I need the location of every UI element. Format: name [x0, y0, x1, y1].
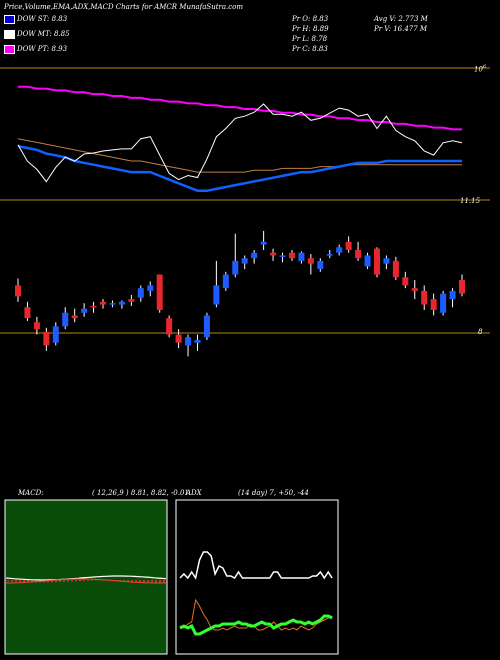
candle-panel [0, 230, 490, 357]
candle-down [307, 258, 314, 264]
legend-swatch-mt [4, 30, 15, 39]
candle-down [71, 315, 78, 319]
legend-swatch-st [4, 15, 15, 24]
candle-down [15, 285, 21, 297]
macd-label: MACD: [18, 489, 44, 497]
candle-up [147, 285, 154, 291]
stat-open: Pr O: 8.83 [292, 15, 329, 23]
candle-down [100, 301, 107, 305]
candle-right-label: 8 [478, 328, 483, 336]
candle-down [355, 250, 362, 259]
candle-down [373, 248, 380, 275]
ema-long-line [18, 85, 462, 131]
legend-label-pt: DOW PT: 8.93 [17, 45, 68, 53]
candle-up [364, 255, 371, 267]
candle-up [222, 274, 229, 289]
page-title: Price,Volume,EMA,ADX,MACD Charts for AMC… [4, 3, 244, 11]
candle-down [175, 334, 182, 343]
candle-up [137, 288, 144, 298]
candle-up [52, 326, 59, 343]
candle-down [345, 241, 352, 250]
candle-up [185, 337, 192, 346]
adx-label: ADX [186, 489, 202, 497]
candle-up [118, 301, 125, 305]
adx-line [179, 551, 333, 580]
macd-line [5, 575, 167, 581]
adx-params: (14 day) 7, +50, -44 [238, 489, 309, 497]
ema-short-line [17, 144, 462, 192]
candle-down [33, 322, 40, 330]
candle-down [411, 288, 418, 291]
candle-up [298, 252, 305, 261]
macd-params: ( 12,26,9 ) 8.81, 8.82, -0.01 [92, 489, 189, 497]
candle-up [232, 260, 239, 275]
adx-minus-di-line [179, 598, 333, 631]
candle-up [241, 258, 248, 264]
candle-up [449, 290, 456, 300]
candle-down [90, 305, 97, 308]
candle-up [260, 241, 267, 245]
candle-down [392, 260, 399, 278]
adx-frame [175, 499, 339, 655]
candle-down [430, 299, 437, 310]
macd-panel [4, 499, 168, 655]
candle-down [270, 252, 277, 256]
candle-down [43, 331, 50, 346]
macd-signal-line [6, 578, 167, 584]
stat-close: Pr C: 8.83 [292, 45, 328, 53]
candle-up [326, 254, 333, 256]
stat-volume: Pr V: 16.477 M [374, 25, 428, 33]
candle-up [213, 285, 220, 305]
price-close-line [17, 103, 463, 183]
candle-up [62, 312, 69, 327]
ema-panel [0, 67, 490, 201]
candle-up [317, 260, 324, 270]
adx-plus-di-line [179, 614, 333, 636]
ema-mid-line [17, 138, 462, 173]
candle-up [440, 293, 447, 313]
legend-label-mt: DOW MT: 8.85 [17, 30, 70, 38]
stat-high: Pr H: 8.89 [292, 25, 329, 33]
candle-up [251, 252, 258, 259]
ema-scale-label: 106 [474, 64, 487, 74]
candle-up [81, 308, 88, 313]
candle-down [166, 318, 173, 335]
candle-up [383, 258, 390, 264]
legend-swatch-pt [4, 45, 15, 54]
candle-up [279, 255, 286, 257]
adx-panel [175, 499, 339, 655]
candle-down [128, 299, 135, 302]
candle-up [203, 315, 210, 338]
candle-up [194, 340, 201, 343]
legend-label-st: DOW ST: 8.83 [17, 15, 68, 23]
candle-down [421, 290, 428, 305]
candle-up [336, 247, 343, 253]
candle-down [156, 274, 163, 310]
candle-down [402, 277, 409, 286]
candle-up [109, 303, 116, 305]
stat-low: Pr L: 8.78 [292, 35, 328, 43]
candle-down [288, 252, 295, 259]
candle-down [459, 280, 465, 294]
stat-avg-volume: Avg V: 2.773 M [374, 15, 428, 23]
candle-down [24, 307, 31, 319]
ema-price-label: 11.15 [460, 197, 481, 205]
